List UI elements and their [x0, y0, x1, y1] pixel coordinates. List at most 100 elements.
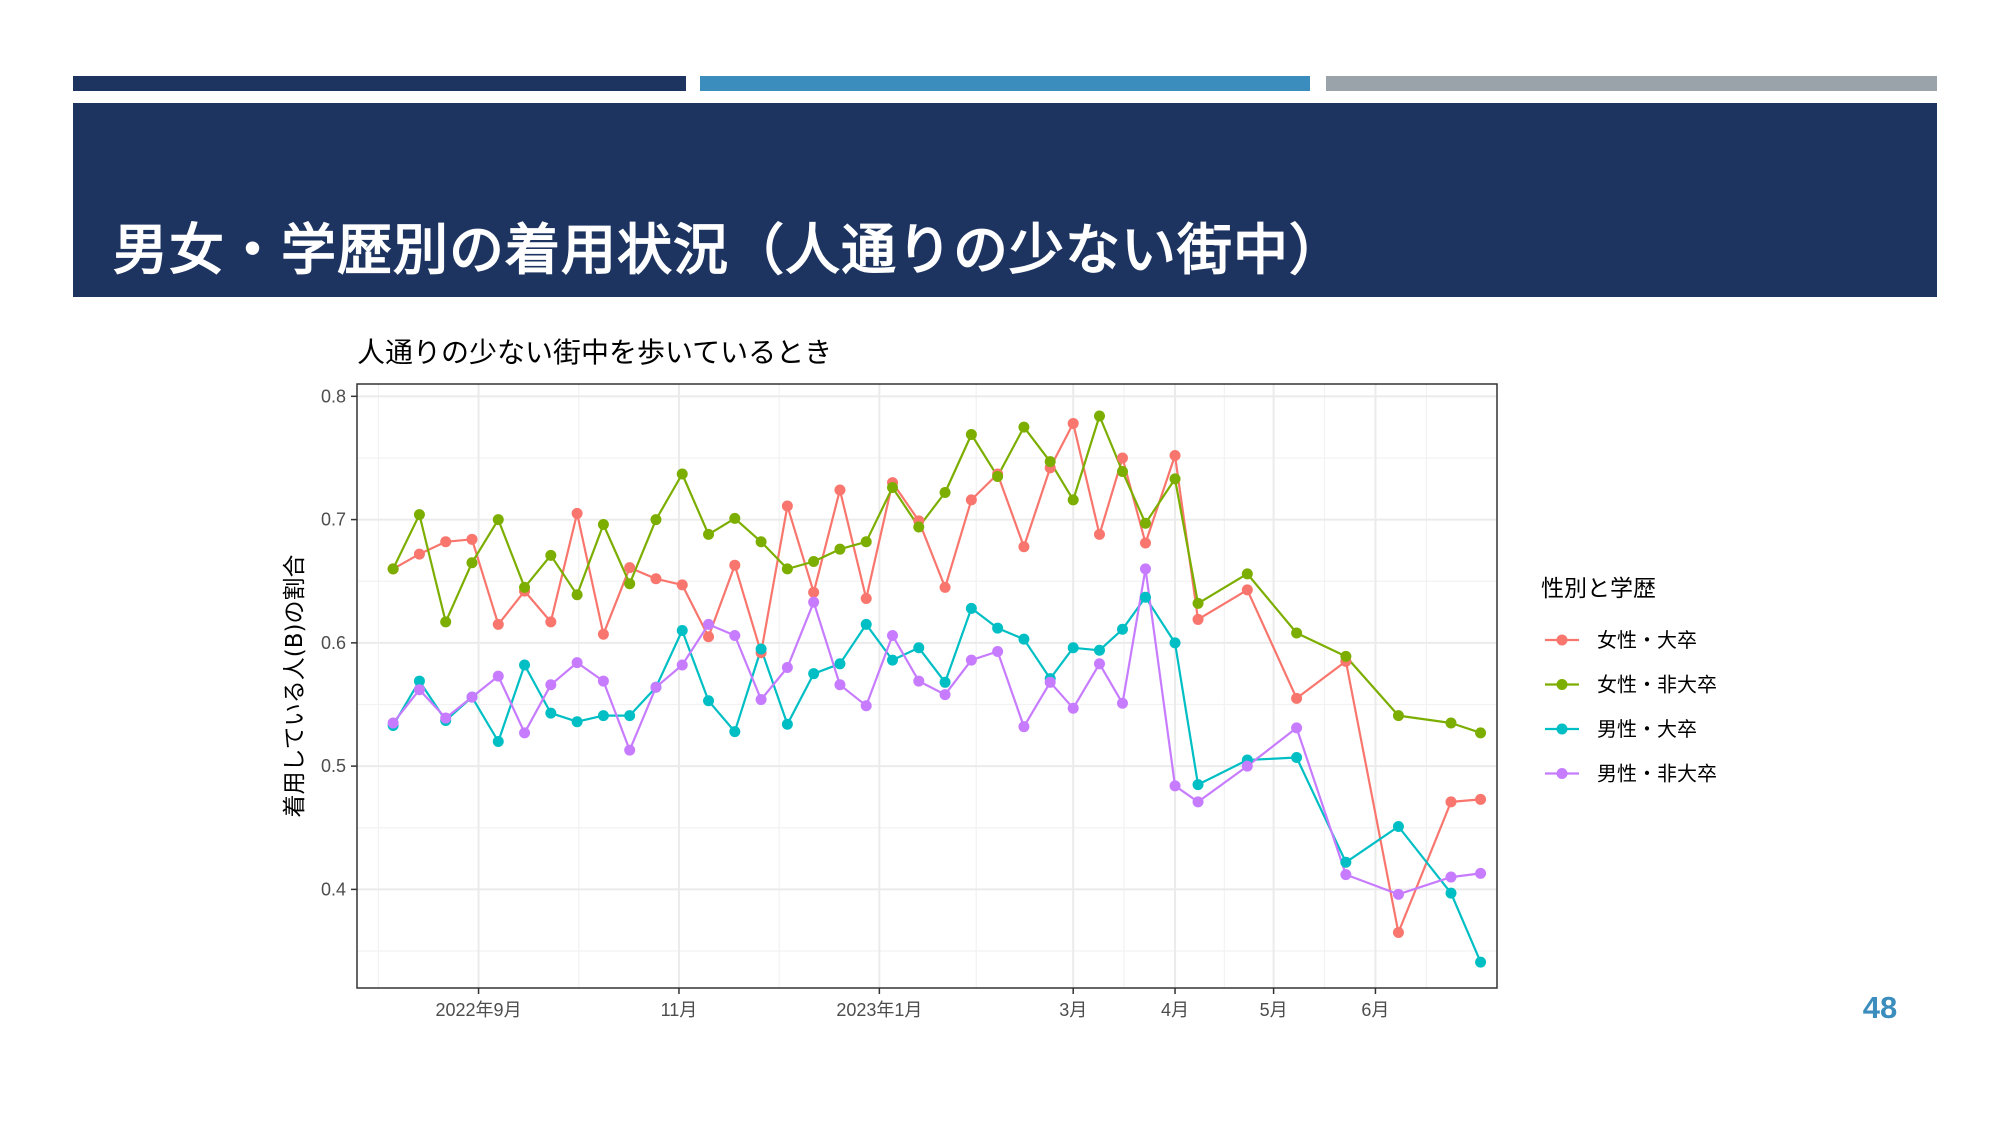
data-point-2	[808, 668, 820, 680]
data-point-1	[440, 616, 452, 628]
data-point-1	[1192, 597, 1204, 609]
data-point-0	[781, 500, 793, 512]
data-point-2	[1192, 779, 1204, 791]
data-point-1	[860, 536, 872, 548]
data-point-1	[781, 563, 793, 575]
data-point-0	[1067, 417, 1079, 429]
data-point-3	[913, 675, 925, 687]
data-point-2	[1067, 642, 1079, 654]
data-point-1	[676, 468, 688, 480]
data-point-3	[519, 727, 531, 739]
data-point-2	[519, 659, 531, 671]
data-point-1	[1044, 456, 1056, 468]
data-point-2	[1475, 956, 1487, 968]
data-point-3	[729, 629, 741, 641]
data-point-3	[466, 691, 478, 703]
title-banner: 男女・学歴別の着用状況（人通りの少ない街中）	[73, 103, 1937, 297]
legend-label: 女性・非大卒	[1597, 673, 1717, 697]
data-point-1	[834, 543, 846, 555]
data-point-2	[1291, 751, 1303, 763]
data-point-1	[808, 556, 820, 568]
data-point-1	[913, 521, 925, 533]
data-point-2	[571, 716, 583, 728]
data-point-2	[676, 625, 688, 637]
data-point-3	[860, 700, 872, 712]
data-point-1	[1018, 421, 1030, 433]
data-point-2	[913, 642, 925, 654]
x-tick-label: 6月	[1361, 1000, 1389, 1020]
data-point-3	[1241, 760, 1253, 772]
x-tick-label: 2022年9月	[436, 1000, 522, 1020]
data-point-0	[597, 628, 609, 640]
y-tick-label: 0.5	[321, 756, 346, 776]
data-point-0	[1291, 692, 1303, 704]
data-point-3	[1392, 888, 1404, 900]
data-point-0	[413, 548, 425, 560]
legend-key-point	[1556, 679, 1568, 690]
data-point-3	[939, 689, 951, 701]
data-point-1	[571, 589, 583, 601]
data-point-1	[492, 514, 504, 526]
data-point-1	[624, 578, 636, 590]
data-point-0	[1139, 537, 1151, 549]
data-point-3	[1067, 702, 1079, 714]
data-point-0	[1169, 449, 1181, 461]
data-point-2	[781, 718, 793, 730]
legend-label: 男性・非大卒	[1597, 762, 1717, 786]
data-point-2	[1392, 821, 1404, 833]
data-point-0	[545, 616, 557, 628]
legend-title: 性別と学歴	[1541, 576, 1656, 602]
x-tick-label: 4月	[1161, 1000, 1189, 1020]
data-point-3	[1445, 871, 1457, 883]
data-point-3	[965, 654, 977, 666]
data-point-1	[519, 581, 531, 593]
data-point-3	[1475, 867, 1487, 879]
data-point-3	[1340, 869, 1352, 881]
slide-title: 男女・学歴別の着用状況（人通りの少ない街中）	[113, 218, 1346, 282]
data-point-1	[1116, 466, 1128, 478]
legend-key-point	[1556, 768, 1568, 779]
data-point-1	[597, 519, 609, 531]
data-point-1	[466, 557, 478, 569]
data-point-1	[1392, 710, 1404, 722]
top-bar-navy	[73, 76, 686, 91]
data-point-2	[887, 654, 899, 666]
top-bar-blue	[700, 76, 1310, 91]
data-point-1	[387, 563, 399, 575]
data-point-0	[1445, 796, 1457, 808]
data-point-1	[703, 528, 715, 540]
data-point-0	[939, 581, 951, 593]
data-point-2	[1018, 633, 1030, 645]
data-point-0	[834, 484, 846, 496]
data-point-3	[1169, 780, 1181, 792]
data-point-0	[1116, 452, 1128, 464]
data-point-2	[624, 710, 636, 722]
data-point-3	[1018, 721, 1030, 733]
x-tick-label: 11月	[661, 1000, 698, 1020]
series-line-1	[392, 414, 1481, 734]
data-point-3	[387, 717, 399, 729]
data-point-1	[413, 509, 425, 521]
data-point-2	[755, 643, 767, 655]
chart-title: 人通りの少ない街中を歩いているとき	[357, 336, 832, 369]
data-point-3	[624, 744, 636, 756]
data-point-3	[1093, 658, 1105, 670]
data-point-3	[1291, 722, 1303, 734]
data-point-1	[992, 470, 1004, 482]
data-point-3	[781, 662, 793, 674]
data-point-2	[939, 676, 951, 688]
data-point-3	[1139, 563, 1151, 575]
data-point-0	[440, 536, 452, 548]
y-tick-label: 0.8	[321, 386, 346, 406]
data-point-3	[834, 679, 846, 691]
data-point-2	[729, 726, 741, 738]
data-point-3	[1116, 697, 1128, 709]
data-point-3	[492, 670, 504, 682]
data-point-2	[1139, 591, 1151, 603]
data-point-0	[703, 631, 715, 643]
data-point-2	[413, 675, 425, 687]
data-point-3	[650, 681, 662, 693]
plot-border	[356, 383, 1498, 989]
data-point-2	[1116, 623, 1128, 635]
